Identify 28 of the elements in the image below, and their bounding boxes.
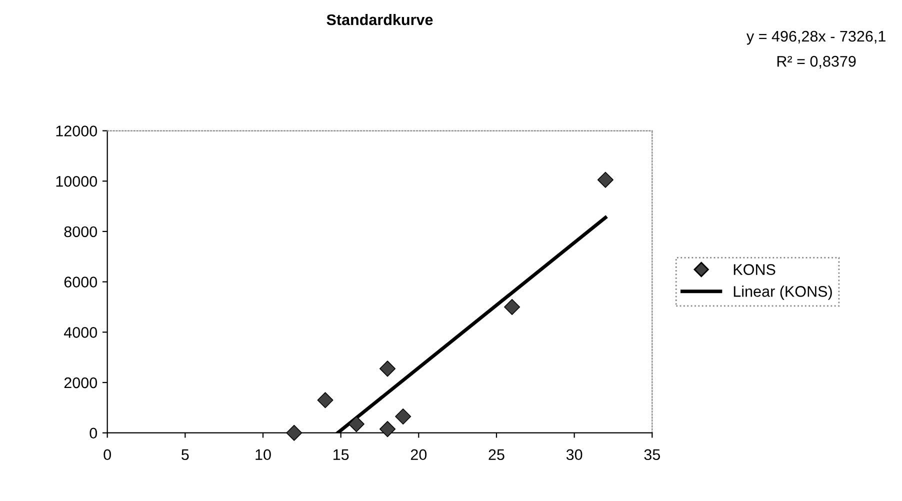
x-tick-label: 25 bbox=[488, 449, 504, 460]
point bbox=[395, 408, 412, 425]
point bbox=[504, 298, 520, 316]
x-tick-label: 35 bbox=[644, 449, 660, 460]
legend-label: KONS bbox=[734, 264, 776, 275]
legend-label: Linear (KONS) bbox=[734, 286, 832, 300]
chart-title: Standardkurve bbox=[326, 14, 433, 26]
x-tick-label: 0 bbox=[104, 449, 111, 460]
point bbox=[597, 172, 614, 188]
x-tick-label: 15 bbox=[333, 449, 349, 460]
x-tick-label: 5 bbox=[182, 449, 189, 460]
y-tick-label: 10000 bbox=[56, 176, 98, 187]
text: y = 496,28x - 7326,1 bbox=[746, 30, 886, 45]
x-tick-label: 20 bbox=[410, 449, 427, 460]
point bbox=[317, 392, 334, 408]
point bbox=[286, 424, 302, 441]
y-tick-label: 2000 bbox=[64, 377, 98, 388]
y-tick-label: 6000 bbox=[64, 276, 98, 288]
y-tick-label: 4000 bbox=[64, 327, 98, 338]
point bbox=[380, 360, 396, 377]
y-tick-label: 8000 bbox=[64, 226, 98, 238]
text: R² = 0,8379 bbox=[777, 56, 856, 69]
point bbox=[380, 421, 396, 438]
point bbox=[348, 416, 364, 432]
y-tick-label: 12000 bbox=[56, 126, 98, 136]
x-tick-label: 30 bbox=[566, 449, 582, 460]
x-tick-label: 10 bbox=[256, 449, 271, 460]
y-tick-label: 0 bbox=[90, 428, 98, 439]
